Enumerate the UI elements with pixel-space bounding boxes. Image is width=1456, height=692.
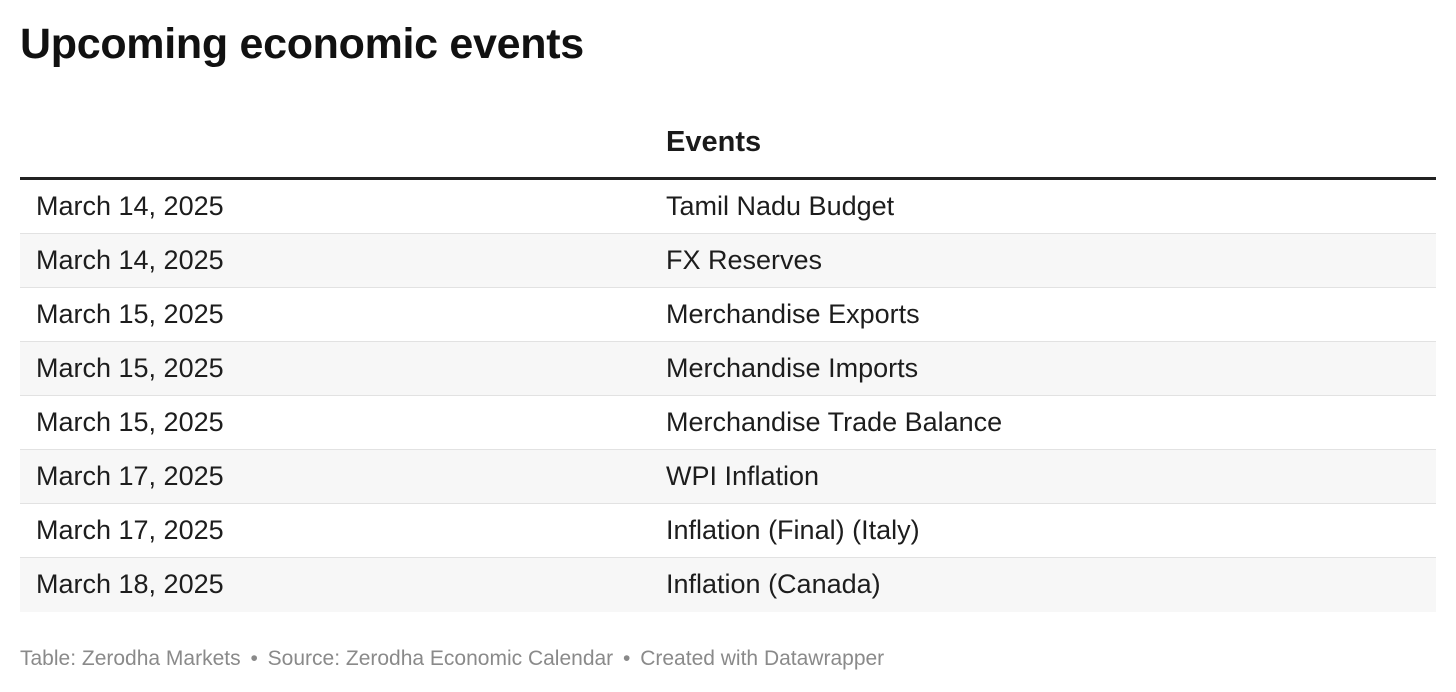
page-title: Upcoming economic events <box>20 20 584 68</box>
cell-date: March 14, 2025 <box>36 191 224 221</box>
footer-credits: Table: Zerodha Markets • Source: Zerodha… <box>20 645 884 673</box>
table-row: March 17, 2025 WPI Inflation <box>20 450 1436 504</box>
table-credit: Table: Zerodha Markets <box>20 647 241 670</box>
table-row: March 15, 2025 Merchandise Imports <box>20 342 1436 396</box>
table-row: March 15, 2025 Merchandise Exports <box>20 288 1436 342</box>
table-row: March 15, 2025 Merchandise Trade Balance <box>20 396 1436 450</box>
table-row: March 14, 2025 FX Reserves <box>20 234 1436 288</box>
cell-date: March 15, 2025 <box>36 407 224 437</box>
cell-date: March 15, 2025 <box>36 299 224 329</box>
source-credit: Source: Zerodha Economic Calendar <box>267 647 614 670</box>
cell-event: WPI Inflation <box>666 461 820 491</box>
header-events: Events <box>666 126 762 158</box>
cell-event: Merchandise Exports <box>666 299 920 329</box>
datawrapper-credit: Created with Datawrapper <box>640 647 885 670</box>
cell-date: March 14, 2025 <box>36 245 224 275</box>
table-header: Events <box>20 118 1436 180</box>
cell-date: March 17, 2025 <box>36 515 224 545</box>
cell-event: Merchandise Trade Balance <box>666 407 1003 437</box>
cell-event: Inflation (Canada) <box>666 569 881 599</box>
cell-date: March 15, 2025 <box>36 353 224 383</box>
cell-event: Tamil Nadu Budget <box>666 191 895 221</box>
table-row: March 14, 2025 Tamil Nadu Budget <box>20 180 1436 234</box>
cell-event: FX Reserves <box>666 245 823 275</box>
cell-date: March 18, 2025 <box>36 569 224 599</box>
table-body: March 14, 2025 Tamil Nadu Budget March 14,… <box>20 180 1436 612</box>
cell-date: March 17, 2025 <box>36 461 224 491</box>
events-table: Events March 14, 2025 Tamil Nadu Budget Ma… <box>20 118 1436 612</box>
separator: • <box>623 647 631 670</box>
separator: • <box>250 647 258 670</box>
cell-event: Inflation (Final) (Italy) <box>666 515 920 545</box>
table-row: March 17, 2025 Inflation (Final) (Italy) <box>20 504 1436 558</box>
cell-event: Merchandise Imports <box>666 353 919 383</box>
table-row: March 18, 2025 Inflation (Canada) <box>20 558 1436 612</box>
